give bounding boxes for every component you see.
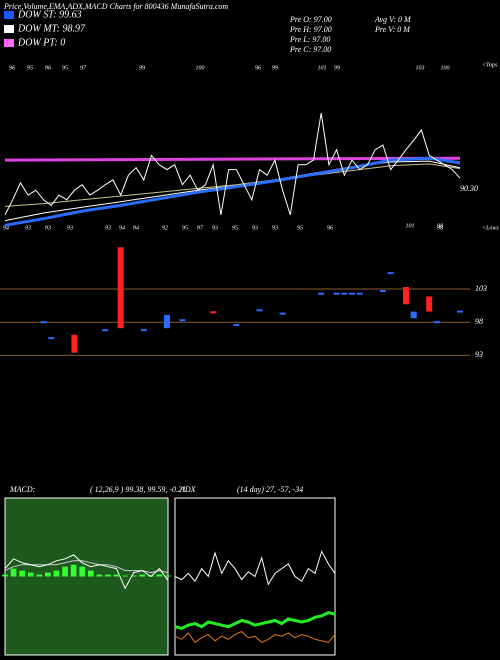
- series-line: [174, 630, 336, 644]
- low-note: 95: [297, 225, 303, 231]
- low-note: 95: [182, 225, 188, 231]
- panel-params: (14 day) 27, -57, -34: [237, 485, 303, 494]
- histogram-bar: [87, 570, 94, 577]
- level-box: [426, 296, 433, 312]
- series-line: [174, 611, 336, 630]
- histogram-bar: [2, 574, 8, 577]
- info-text: Pre V: 0 M: [374, 25, 411, 34]
- histogram-bar: [19, 570, 26, 577]
- top-note: 100: [196, 65, 205, 71]
- low-note: 95: [232, 225, 238, 231]
- top-note: 99: [334, 65, 340, 71]
- level-box: [403, 287, 410, 305]
- series-line: [4, 163, 461, 207]
- low-note: 94: [133, 224, 139, 231]
- top-note: 96: [9, 65, 15, 71]
- histogram-bar: [105, 574, 111, 577]
- low-note: 93: [67, 225, 73, 231]
- low-note: 93: [252, 225, 258, 231]
- histogram-bar: [53, 570, 60, 577]
- level-box: [117, 247, 124, 329]
- top-note: 96: [255, 65, 261, 71]
- histogram-bar: [122, 575, 128, 577]
- series-line: [4, 112, 461, 216]
- level-note: 101: [406, 223, 415, 229]
- lows-label: <Lows: [482, 225, 499, 231]
- series-line: [4, 156, 461, 227]
- top-note: 103: [416, 65, 425, 71]
- low-note: 93: [212, 225, 218, 231]
- histogram-bar: [165, 575, 171, 577]
- info-text: Avg V: 0 M: [374, 15, 412, 24]
- chart-title: Price,Volume,EMA,ADX,MACD Charts for 800…: [3, 2, 228, 11]
- top-note: 97: [80, 65, 87, 71]
- histogram-bar: [113, 574, 120, 577]
- series-line: [4, 554, 169, 590]
- legend-label: DOW ST: 99.63: [17, 9, 82, 20]
- top-note: 95: [27, 65, 33, 71]
- info-text: Pre C: 97.00: [289, 45, 331, 54]
- histogram-bar: [96, 574, 103, 577]
- y-tick-label: 98: [475, 317, 483, 326]
- histogram-bar: [36, 574, 43, 577]
- histogram-bar: [156, 574, 163, 577]
- low-note: 93: [272, 225, 278, 231]
- low-note: 98: [437, 225, 443, 231]
- top-note: 100: [441, 65, 450, 71]
- info-text: Pre O: 97.00: [289, 15, 332, 24]
- top-note: 99: [139, 65, 145, 71]
- panel-label: ADX: [179, 485, 197, 494]
- histogram-bar: [130, 575, 137, 577]
- low-note: 97: [197, 225, 204, 231]
- histogram-bar: [70, 564, 77, 577]
- y-tick-label: 93: [475, 350, 483, 359]
- histogram-bar: [45, 572, 51, 577]
- histogram-bar: [139, 574, 146, 577]
- low-note: 92: [162, 225, 168, 231]
- legend-label: DOW MT: 98.97: [17, 23, 86, 34]
- top-note: 99: [272, 65, 278, 71]
- low-note: 94: [3, 224, 9, 231]
- top-note: 101: [318, 65, 327, 71]
- low-note: 93: [45, 225, 51, 231]
- top-note: 96: [45, 65, 51, 71]
- level-note: 98: [437, 223, 443, 229]
- low-note: 93: [25, 225, 31, 231]
- low-note: 94: [119, 224, 125, 231]
- panel-params: ( 12,26,9 ) 99.38, 99.59, -0.21: [90, 485, 186, 494]
- level-box: [71, 334, 78, 353]
- histogram-bar: [27, 572, 34, 577]
- histogram-bar: [62, 566, 68, 577]
- info-text: Pre L: 97.00: [289, 35, 330, 44]
- info-text: Pre H: 97.00: [289, 25, 332, 34]
- histogram-bar: [10, 568, 17, 577]
- series-line: [4, 156, 461, 162]
- y-tick-label: 103: [475, 284, 487, 293]
- low-note: 96: [327, 225, 333, 231]
- histogram-bar: [79, 566, 86, 577]
- panel-label: MACD:: [9, 485, 36, 494]
- legend-swatch: [4, 25, 14, 33]
- low-note: 93: [105, 225, 111, 231]
- legend-label: DOW PT: 0: [17, 37, 65, 48]
- level-box: [163, 314, 170, 329]
- top-note: 95: [62, 65, 68, 71]
- legend-swatch: [4, 39, 14, 47]
- series-line: [174, 550, 336, 586]
- y-tick-label: 90.30: [460, 184, 478, 193]
- level-box: [410, 311, 417, 319]
- legend-swatch: [4, 11, 14, 19]
- tops-label: <Tops: [482, 62, 498, 68]
